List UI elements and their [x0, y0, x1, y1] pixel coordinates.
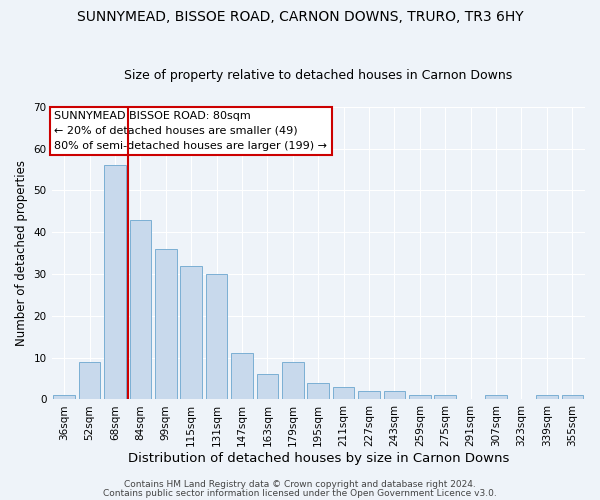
Bar [231, 354, 253, 400]
Text: Contains HM Land Registry data © Crown copyright and database right 2024.: Contains HM Land Registry data © Crown c… [124, 480, 476, 489]
Y-axis label: Number of detached properties: Number of detached properties [15, 160, 28, 346]
Bar [79, 362, 100, 400]
Bar [333, 387, 355, 400]
Title: Size of property relative to detached houses in Carnon Downs: Size of property relative to detached ho… [124, 69, 512, 82]
Bar [155, 249, 176, 400]
Bar [206, 274, 227, 400]
Bar [104, 166, 126, 400]
Bar [383, 391, 405, 400]
Bar [282, 362, 304, 400]
Bar [562, 396, 583, 400]
Bar [536, 396, 557, 400]
Text: SUNNYMEAD, BISSOE ROAD, CARNON DOWNS, TRURO, TR3 6HY: SUNNYMEAD, BISSOE ROAD, CARNON DOWNS, TR… [77, 10, 523, 24]
Bar [485, 396, 507, 400]
Bar [434, 396, 456, 400]
Text: SUNNYMEAD BISSOE ROAD: 80sqm
← 20% of detached houses are smaller (49)
80% of se: SUNNYMEAD BISSOE ROAD: 80sqm ← 20% of de… [54, 111, 327, 151]
Bar [307, 382, 329, 400]
Bar [130, 220, 151, 400]
Bar [53, 396, 75, 400]
Text: Contains public sector information licensed under the Open Government Licence v3: Contains public sector information licen… [103, 488, 497, 498]
Bar [181, 266, 202, 400]
Bar [358, 391, 380, 400]
Bar [409, 396, 431, 400]
Bar [257, 374, 278, 400]
X-axis label: Distribution of detached houses by size in Carnon Downs: Distribution of detached houses by size … [128, 452, 509, 465]
